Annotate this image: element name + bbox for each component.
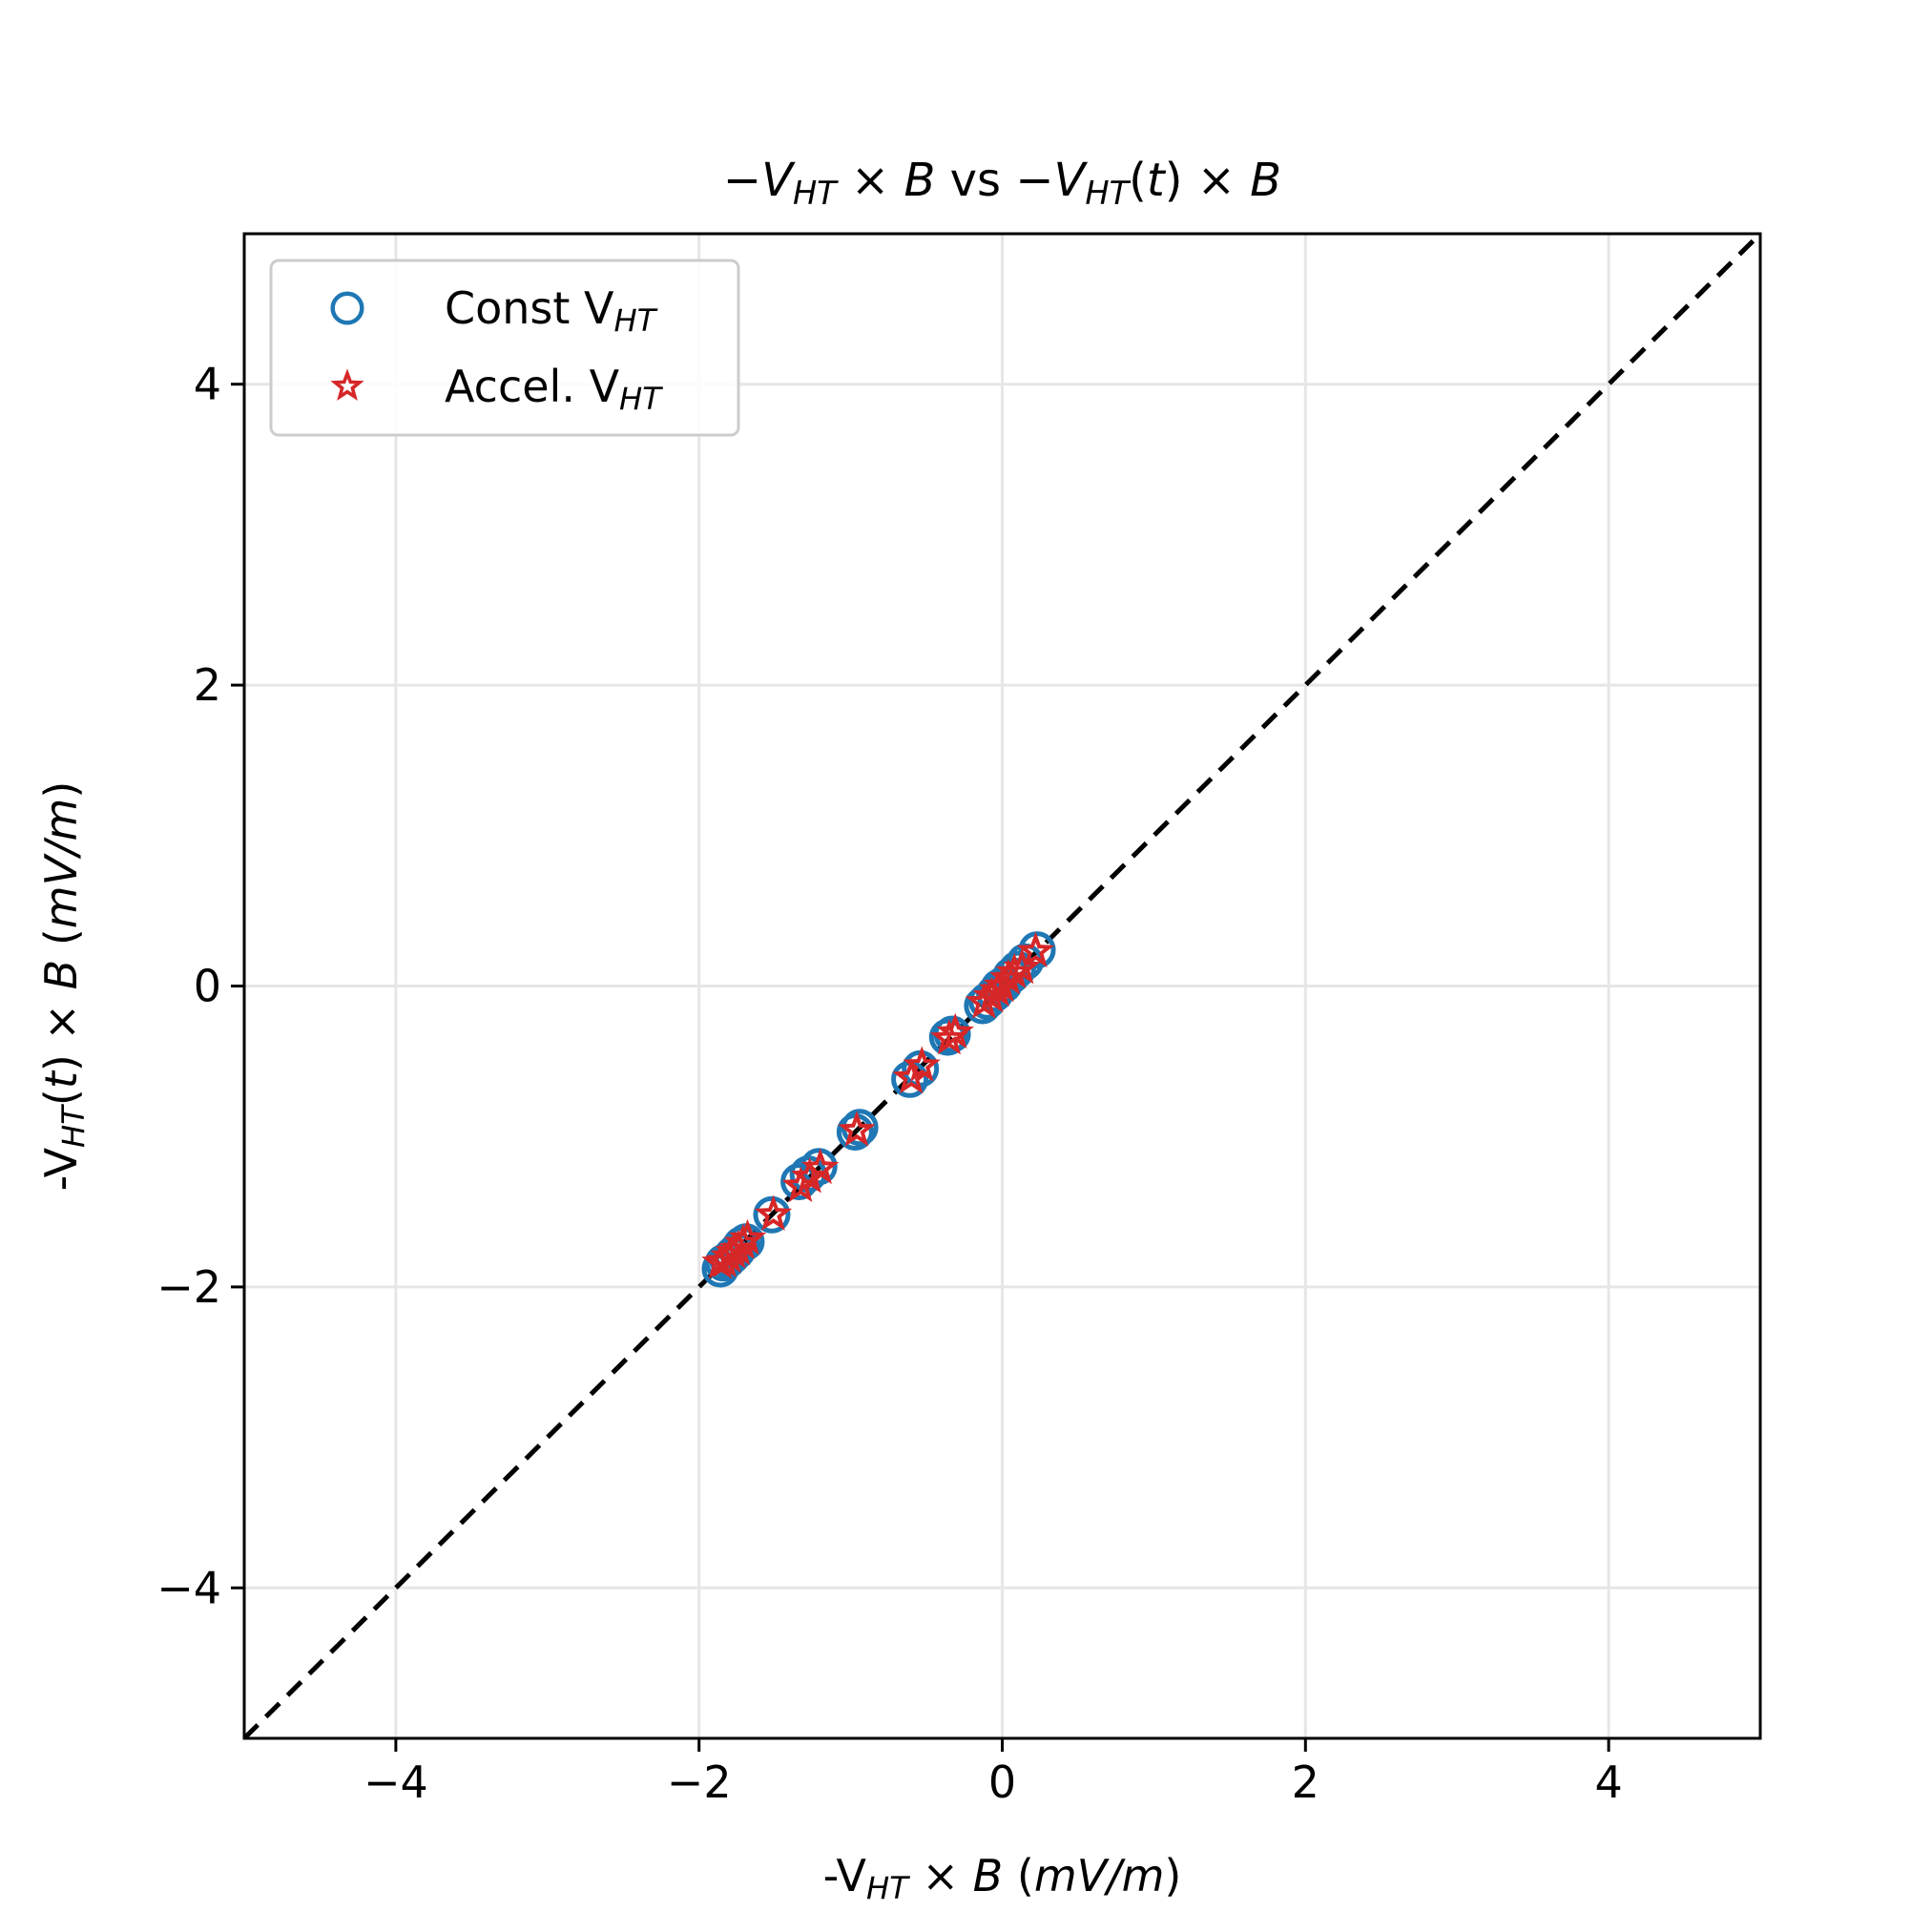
data-point <box>754 1195 793 1231</box>
data-point <box>801 1148 840 1185</box>
data-point <box>1018 931 1056 969</box>
legend-star-marker-icon <box>330 368 364 402</box>
data-point <box>753 1195 791 1234</box>
data-point <box>800 1148 838 1186</box>
data-points <box>701 931 1056 1288</box>
chart-title: −VHT × B vs −VHT(t) × B <box>723 154 1281 212</box>
x-tick-label: 0 <box>988 1756 1016 1808</box>
data-point <box>838 1111 876 1147</box>
x-axis-label: -VHT × B (mV/m) <box>823 1850 1182 1906</box>
data-point <box>903 1046 941 1082</box>
legend: Const VHT Accel. VHT <box>269 259 740 437</box>
legend-label: Const VHT <box>445 282 658 339</box>
legend-circle-marker-icon <box>330 291 364 325</box>
x-tick-label: −2 <box>667 1756 732 1808</box>
data-point <box>728 1218 767 1256</box>
axis-ticks: −4 −2 0 2 4 −4 −2 0 2 4 <box>156 359 1623 1808</box>
y-tick-label: −2 <box>156 1261 221 1313</box>
x-tick-label: −4 <box>364 1756 428 1808</box>
legend-label: Accel. VHT <box>445 361 663 417</box>
reference-line-y-equals-x <box>242 232 1762 1740</box>
data-point <box>936 1012 974 1049</box>
y-tick-label: −4 <box>156 1562 221 1613</box>
data-point <box>1016 931 1055 968</box>
series-accel-vht <box>701 931 1055 1279</box>
x-tick-label: 2 <box>1292 1756 1319 1808</box>
legend-box <box>269 259 740 437</box>
x-tick-label: 4 <box>1594 1756 1622 1808</box>
y-tick-label: 0 <box>194 961 221 1012</box>
y-tick-label: 4 <box>194 359 221 410</box>
y-axis-label: -VHT(t) × B (mV/m) <box>35 781 92 1192</box>
y-tick-label: 2 <box>194 659 221 711</box>
data-point <box>1003 947 1041 985</box>
